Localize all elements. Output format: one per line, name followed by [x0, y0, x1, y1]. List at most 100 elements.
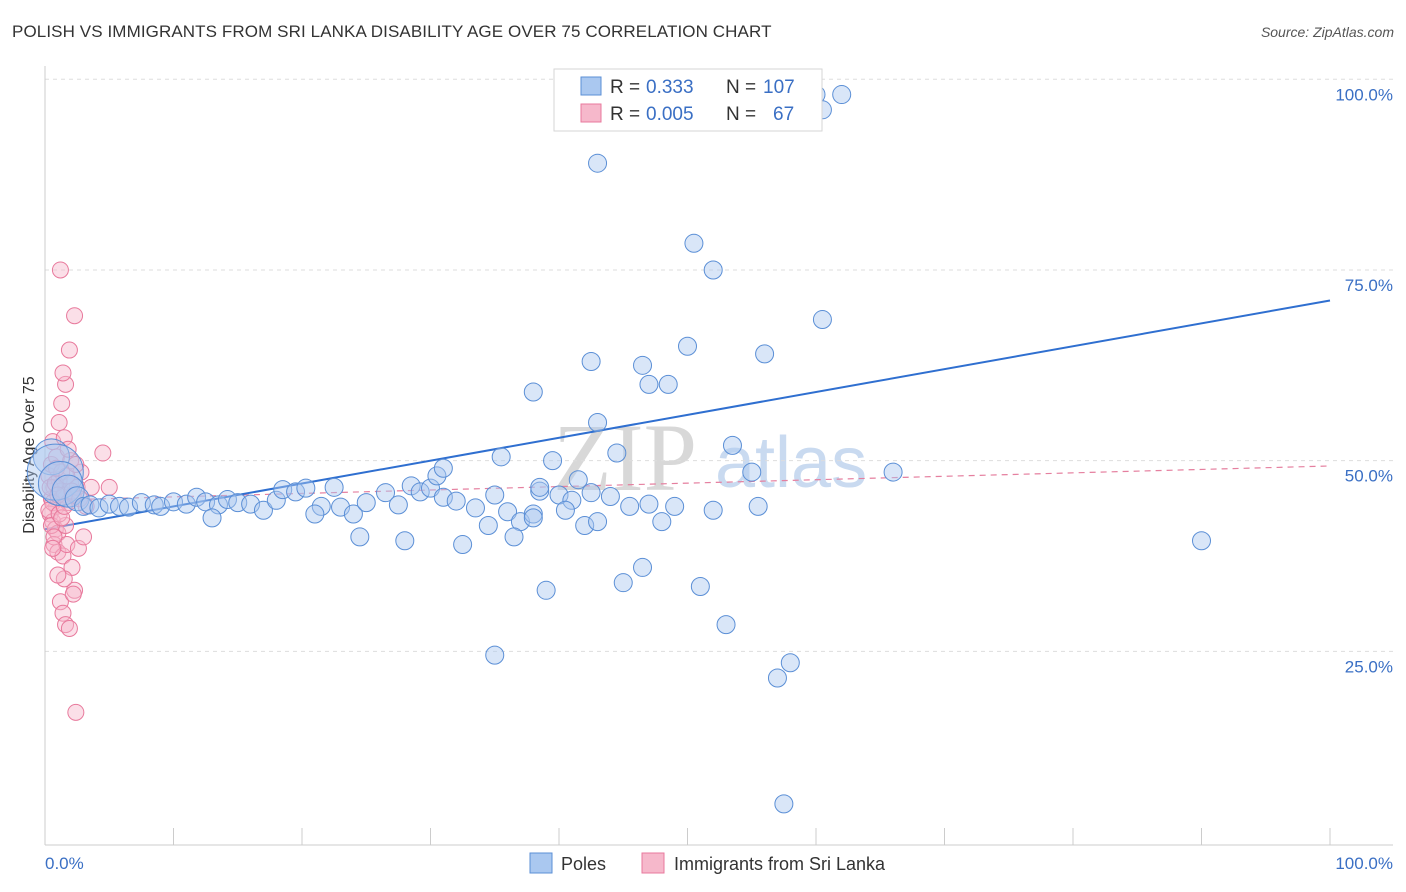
y-axis-title: Disability Age Over 75 — [21, 376, 38, 534]
data-point-poles — [465, 498, 485, 518]
data-point-sri-lanka — [64, 585, 82, 603]
data-point-poles — [343, 504, 363, 524]
y-tick-label: 100.0% — [1335, 85, 1393, 104]
series-poles-points — [26, 85, 1211, 814]
data-point-poles — [410, 482, 430, 502]
data-point-poles — [703, 260, 723, 280]
axes — [44, 66, 1393, 846]
data-point-poles — [1192, 531, 1211, 551]
legend-r-value-poles: 0.333 — [646, 77, 694, 98]
data-point-sri-lanka — [51, 261, 69, 279]
data-point-sri-lanka — [67, 703, 85, 721]
data-point-sri-lanka — [60, 619, 78, 637]
data-point-poles — [202, 508, 222, 528]
y-tick-label: 50.0% — [1345, 467, 1393, 486]
data-point-poles — [812, 310, 832, 330]
data-point-poles — [755, 344, 775, 364]
data-point-poles — [639, 374, 659, 394]
data-point-poles — [32, 438, 70, 476]
data-point-poles — [144, 495, 164, 515]
data-point-poles — [767, 668, 787, 688]
legend-r-label-sri-lanka: R = — [610, 104, 640, 125]
data-point-poles — [620, 496, 640, 516]
x-tick-label: 100.0% — [1335, 854, 1393, 873]
data-point-poles — [652, 512, 672, 532]
data-point-poles — [350, 527, 370, 547]
trend-line-sri-lanka — [44, 465, 1331, 501]
data-point-sri-lanka — [53, 394, 71, 412]
data-point-poles — [562, 490, 582, 510]
data-point-poles — [311, 496, 331, 516]
data-point-poles — [376, 483, 396, 503]
data-point-poles — [607, 443, 627, 463]
data-point-poles — [575, 515, 595, 535]
data-point-poles — [485, 485, 505, 505]
data-point-poles — [296, 478, 316, 498]
data-point-poles — [703, 500, 723, 520]
data-point-sri-lanka — [58, 467, 76, 485]
data-point-poles — [187, 487, 207, 507]
data-point-poles — [588, 512, 608, 532]
data-point-poles — [151, 496, 171, 516]
data-point-sri-lanka — [100, 478, 118, 496]
data-point-poles — [568, 470, 588, 490]
data-point-poles — [742, 462, 762, 482]
data-point-poles — [356, 493, 376, 513]
grid-lines — [45, 78, 1393, 652]
data-point-poles — [722, 435, 742, 455]
data-point-poles — [305, 504, 325, 524]
legend-n-value-sri-lanka: 67 — [773, 104, 794, 125]
data-point-sri-lanka — [50, 414, 68, 432]
bottom-legend-label-poles: Poles — [561, 854, 606, 874]
legend-swatch-sri-lanka — [580, 103, 602, 123]
data-point-poles — [774, 794, 794, 814]
data-point-sri-lanka — [66, 307, 84, 325]
data-point-poles — [581, 351, 601, 371]
data-point-poles — [241, 494, 261, 514]
data-point-sri-lanka — [44, 539, 62, 557]
legend-n-label-sri-lanka: N = — [726, 104, 756, 125]
legend-swatch-poles — [580, 76, 602, 96]
data-point-poles — [600, 486, 620, 506]
trend-lines — [44, 299, 1331, 531]
data-point-poles — [196, 492, 216, 512]
legend-r-value-sri-lanka: 0.005 — [646, 104, 694, 125]
chart-source: Source: ZipAtlas.com — [1260, 24, 1394, 40]
data-point-sri-lanka — [60, 341, 78, 359]
data-point-sri-lanka — [94, 444, 112, 462]
data-point-poles — [427, 466, 447, 486]
data-point-poles — [286, 482, 306, 502]
data-point-poles — [453, 535, 473, 555]
data-point-poles — [446, 491, 466, 511]
data-point-poles — [780, 653, 800, 673]
data-point-poles — [678, 336, 697, 356]
data-point-poles — [639, 494, 659, 514]
legend-r-label-poles: R = — [610, 77, 640, 98]
top-legend: R = 0.333 N = 107 R = 0.005 N = 67 — [553, 68, 823, 132]
data-point-poles — [176, 494, 196, 514]
data-point-poles — [581, 483, 601, 503]
data-point-sri-lanka — [49, 566, 67, 584]
data-point-poles — [588, 413, 608, 433]
data-point-poles — [658, 374, 678, 394]
data-point-sri-lanka — [54, 364, 72, 382]
data-point-poles — [716, 615, 736, 635]
data-point-poles — [883, 462, 903, 482]
data-point-sri-lanka — [75, 528, 93, 546]
data-point-poles — [491, 447, 511, 467]
series-sri-lanka-points — [40, 261, 118, 721]
data-point-poles — [74, 496, 94, 516]
data-point-poles — [613, 573, 633, 593]
chart-title: POLISH VS IMMIGRANTS FROM SRI LANKA DISA… — [12, 22, 772, 41]
legend-n-value-poles: 107 — [763, 77, 795, 98]
bottom-legend-label-sri-lanka: Immigrants from Sri Lanka — [674, 854, 886, 874]
y-tick-label: 25.0% — [1345, 657, 1393, 676]
data-point-poles — [748, 496, 768, 516]
trend-line-poles — [44, 299, 1331, 531]
data-point-poles — [633, 355, 653, 375]
data-point-poles — [523, 382, 543, 402]
data-point-poles — [433, 458, 453, 478]
data-point-poles — [433, 487, 453, 507]
data-point-poles — [395, 531, 415, 551]
